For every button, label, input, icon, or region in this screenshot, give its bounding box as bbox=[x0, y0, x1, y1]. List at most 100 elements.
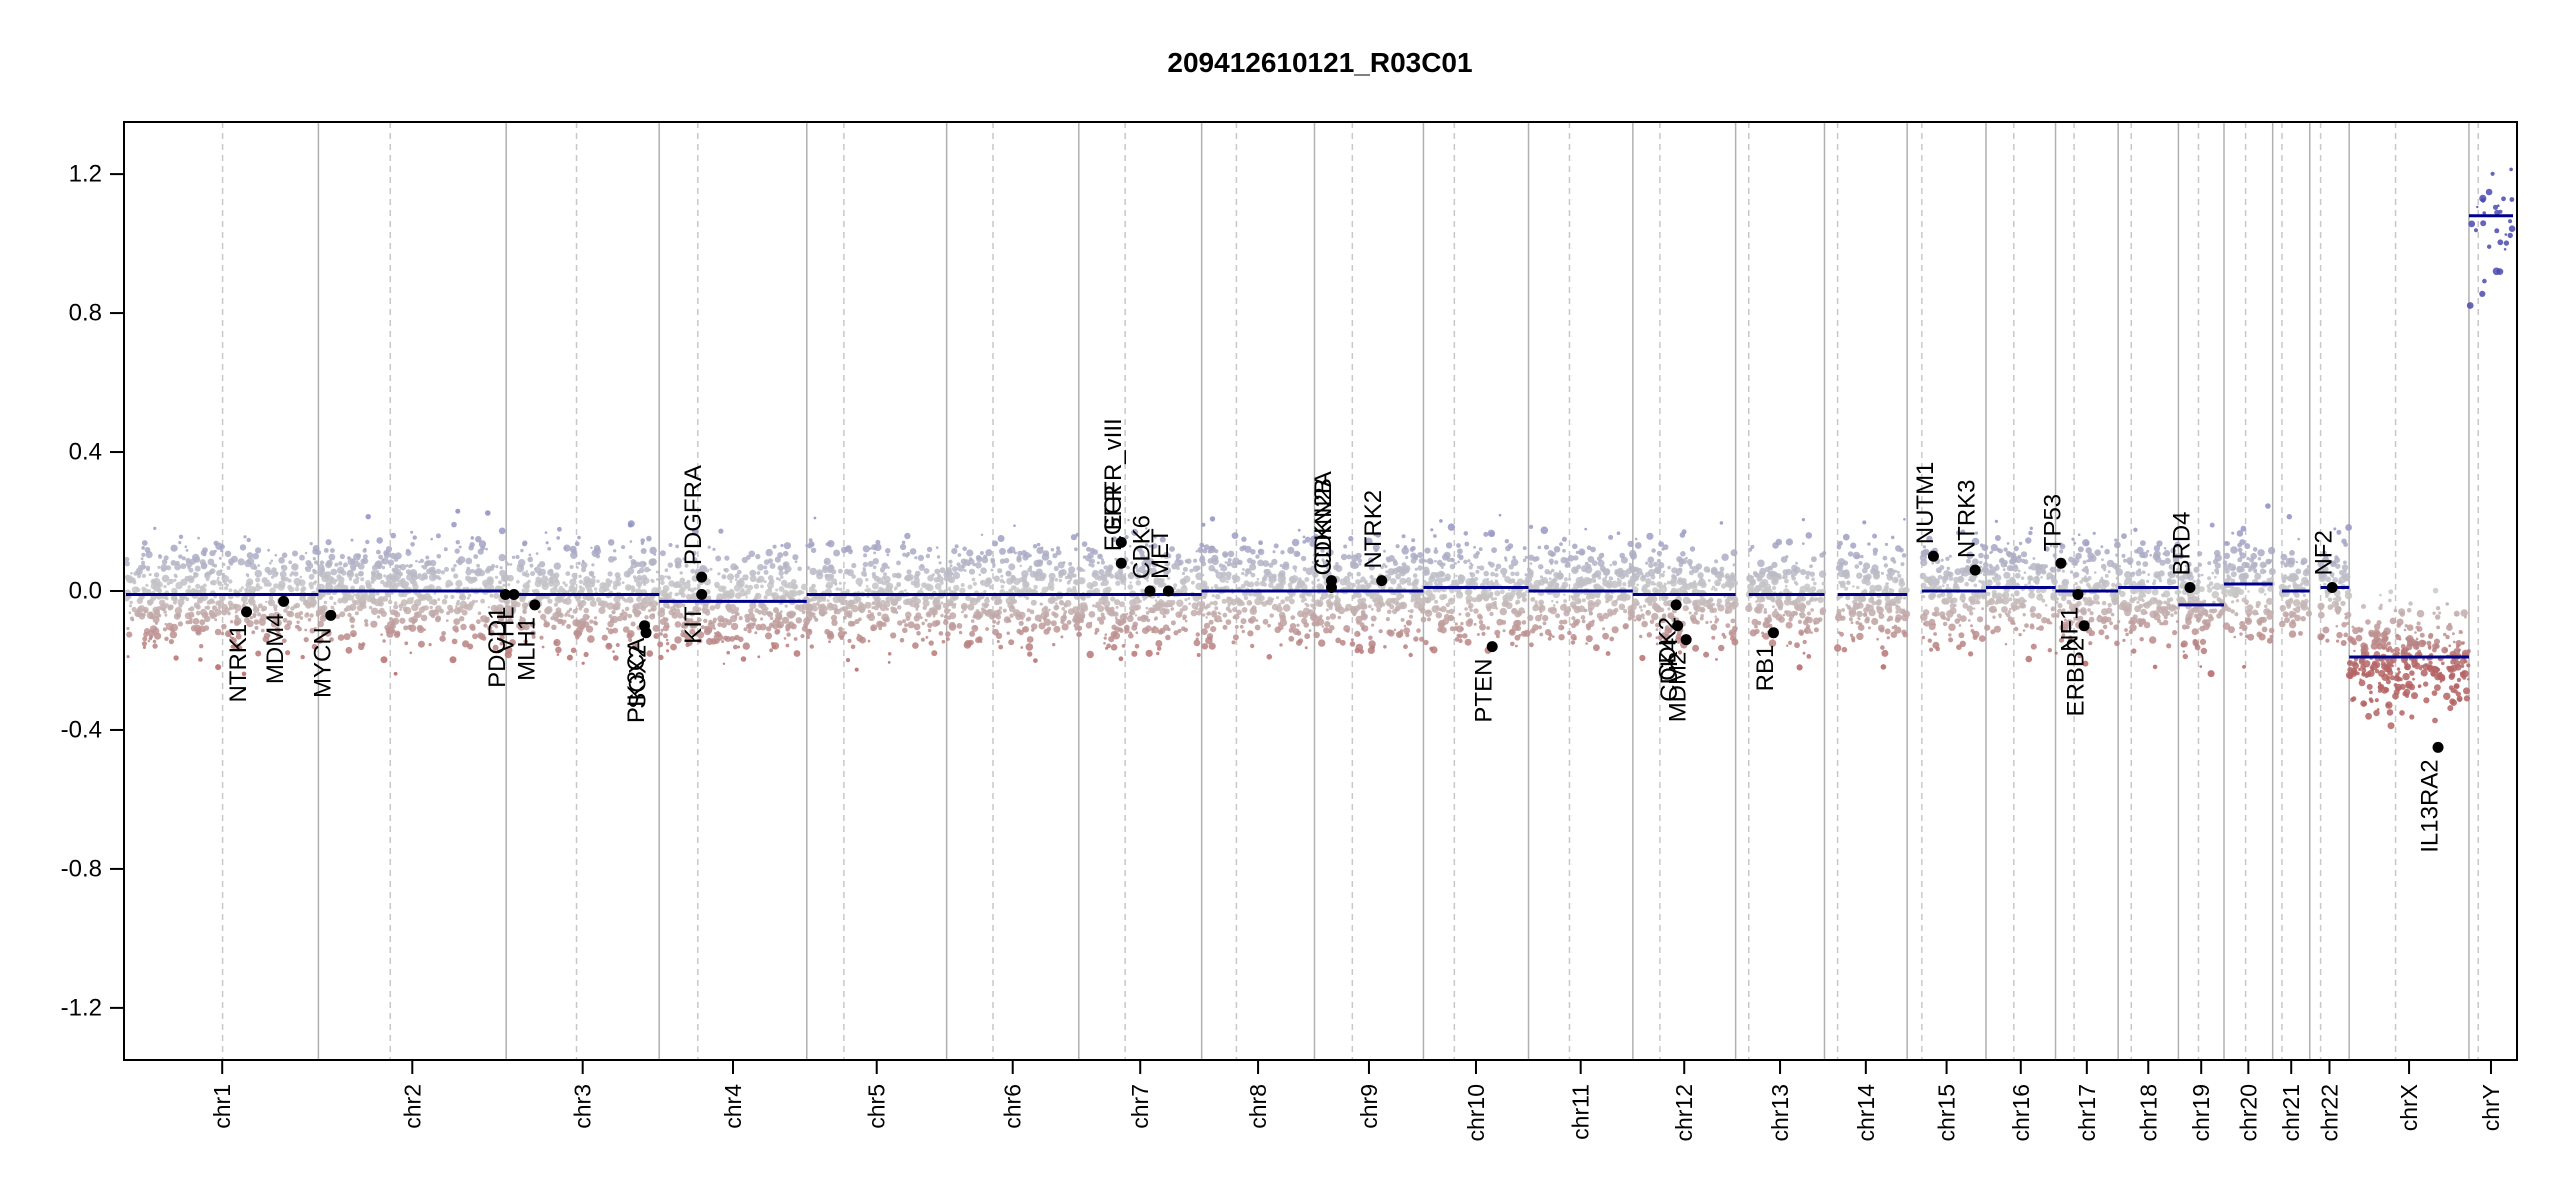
probe-point bbox=[199, 644, 204, 649]
probe-point bbox=[319, 615, 327, 622]
probe-point bbox=[777, 565, 783, 571]
probe-point bbox=[1313, 631, 1320, 639]
probe-point bbox=[809, 644, 814, 649]
probe-point bbox=[468, 593, 472, 598]
probe-point bbox=[987, 582, 991, 586]
probe-point bbox=[725, 604, 731, 610]
probe-point bbox=[1225, 575, 1231, 581]
probe-point bbox=[1050, 548, 1055, 552]
probe-point bbox=[827, 540, 835, 548]
probe-point bbox=[359, 603, 365, 608]
probe-point bbox=[1688, 611, 1692, 615]
probe-point bbox=[940, 601, 944, 605]
probe-point bbox=[212, 605, 217, 610]
probe-point bbox=[246, 620, 254, 628]
probe-point bbox=[541, 575, 549, 583]
probe-point bbox=[1463, 531, 1469, 536]
probe-point bbox=[1113, 611, 1119, 617]
probe-point bbox=[466, 566, 471, 571]
probe-point bbox=[166, 582, 171, 586]
probe-point bbox=[209, 609, 213, 614]
probe-point bbox=[1609, 564, 1613, 567]
probe-point bbox=[162, 627, 167, 632]
probe-point bbox=[1239, 624, 1244, 629]
probe-point bbox=[992, 624, 995, 628]
probe-point bbox=[1446, 609, 1451, 614]
probe-point bbox=[1584, 527, 1588, 531]
probe-point bbox=[760, 584, 764, 589]
probe-point bbox=[408, 624, 417, 632]
probe-point bbox=[1097, 575, 1103, 581]
probe-point bbox=[854, 667, 859, 672]
probe-point bbox=[780, 575, 784, 579]
probe-point bbox=[217, 576, 220, 580]
probe-point bbox=[587, 635, 595, 643]
probe-point bbox=[1013, 524, 1016, 527]
probe-point bbox=[259, 586, 263, 590]
probe-point bbox=[706, 628, 712, 634]
probe-point bbox=[463, 604, 469, 610]
probe-point bbox=[1763, 608, 1767, 612]
probe-point bbox=[1476, 633, 1480, 636]
probe-point bbox=[1335, 637, 1342, 644]
probe-point bbox=[1495, 563, 1502, 570]
probe-point bbox=[800, 583, 808, 591]
probe-point bbox=[945, 599, 954, 607]
probe-point bbox=[866, 613, 872, 619]
probe-point bbox=[1039, 602, 1043, 606]
probe-point bbox=[421, 605, 426, 610]
probe-point bbox=[1850, 621, 1854, 625]
probe-point bbox=[509, 563, 513, 566]
probe-point bbox=[281, 552, 288, 558]
probe-point bbox=[1522, 546, 1527, 551]
probe-point bbox=[1483, 570, 1489, 577]
probe-point bbox=[286, 620, 293, 626]
probe-point bbox=[1069, 578, 1073, 581]
probe-point bbox=[705, 568, 710, 573]
probe-point bbox=[360, 577, 365, 582]
probe-point bbox=[527, 556, 533, 563]
probe-point bbox=[1405, 555, 1409, 560]
probe-point bbox=[1201, 573, 1205, 577]
probe-point bbox=[253, 607, 257, 611]
probe-point bbox=[1880, 608, 1883, 611]
probe-point bbox=[190, 625, 198, 632]
probe-point bbox=[1629, 566, 1637, 574]
probe-point bbox=[370, 580, 375, 584]
probe-point bbox=[1409, 609, 1414, 614]
probe-point bbox=[883, 572, 887, 577]
probe-point bbox=[1464, 607, 1468, 611]
probe-point bbox=[254, 585, 261, 592]
probe-point bbox=[749, 569, 757, 577]
probe-point bbox=[161, 574, 170, 583]
probe-point bbox=[1278, 570, 1286, 577]
probe-point bbox=[890, 606, 894, 610]
probe-point bbox=[714, 603, 721, 610]
probe-point bbox=[282, 638, 287, 644]
probe-point bbox=[858, 603, 867, 612]
probe-point bbox=[709, 605, 716, 611]
probe-point bbox=[1145, 649, 1153, 657]
probe-point bbox=[602, 587, 608, 593]
probe-point bbox=[1471, 563, 1474, 567]
probe-point bbox=[237, 558, 245, 566]
probe-point bbox=[1434, 559, 1437, 563]
probe-point bbox=[1304, 633, 1311, 640]
probe-point bbox=[1697, 572, 1704, 579]
probe-point bbox=[1851, 638, 1856, 643]
probe-point bbox=[1126, 615, 1134, 623]
probe-point bbox=[1656, 558, 1661, 563]
probe-point bbox=[765, 632, 772, 640]
probe-point bbox=[1761, 634, 1765, 638]
probe-point bbox=[619, 595, 624, 600]
probe-point bbox=[577, 561, 581, 565]
probe-point bbox=[337, 576, 345, 583]
probe-point bbox=[549, 587, 557, 595]
probe-point bbox=[1670, 580, 1677, 587]
probe-point bbox=[180, 563, 187, 570]
probe-point bbox=[446, 611, 451, 616]
probe-point bbox=[943, 608, 951, 615]
probe-point bbox=[1308, 610, 1311, 613]
probe-point bbox=[550, 576, 554, 581]
probe-point bbox=[365, 579, 371, 586]
